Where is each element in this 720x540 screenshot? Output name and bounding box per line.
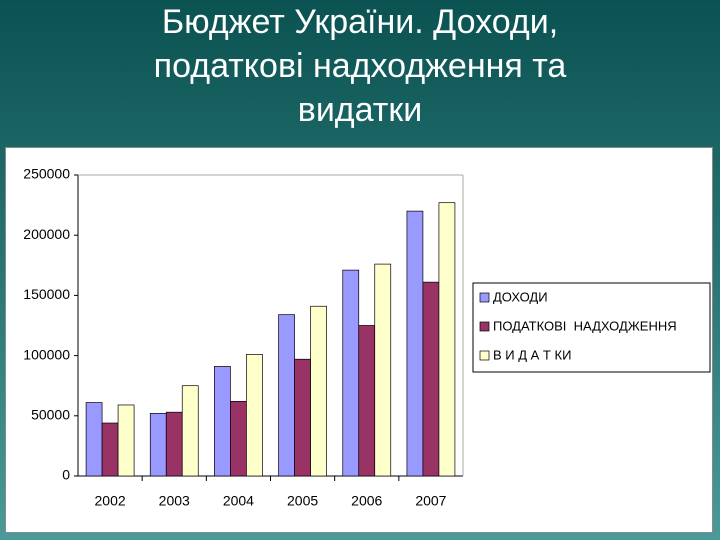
bar bbox=[406, 210, 424, 477]
bar bbox=[342, 269, 360, 477]
bar bbox=[310, 305, 327, 477]
legend-label: ПОДАТКОВІ НАДХОДЖЕННЯ bbox=[493, 318, 677, 333]
legend-swatch bbox=[479, 321, 490, 332]
y-tick-label: 50000 bbox=[31, 407, 70, 423]
bar bbox=[294, 358, 311, 477]
x-tick-label: 2005 bbox=[287, 493, 318, 509]
bar bbox=[438, 202, 456, 477]
legend-swatch bbox=[479, 292, 490, 303]
bar bbox=[422, 281, 440, 477]
x-tick-label: 2002 bbox=[95, 493, 126, 509]
y-tick-label: 0 bbox=[62, 467, 70, 483]
bar bbox=[165, 411, 183, 477]
bar bbox=[230, 401, 247, 477]
bar bbox=[278, 314, 295, 477]
chart: 0 50000 100000 150000 200000 250000 2002 2003 20… bbox=[5, 147, 713, 533]
legend-label: ДОХОДИ bbox=[493, 289, 548, 304]
y-tick-label: 250000 bbox=[23, 166, 70, 182]
bar bbox=[149, 413, 167, 477]
y-tick-label: 100000 bbox=[23, 346, 70, 362]
bar bbox=[117, 404, 135, 477]
x-tick-label: 2006 bbox=[351, 493, 382, 509]
bar bbox=[358, 325, 376, 477]
bar bbox=[101, 422, 119, 477]
bar bbox=[246, 354, 263, 477]
legend-box bbox=[472, 282, 711, 373]
legend-swatch bbox=[479, 350, 490, 361]
bar bbox=[85, 402, 103, 477]
bar bbox=[214, 366, 231, 477]
legend-label: В И Д А Т КИ bbox=[493, 347, 571, 362]
y-tick-label: 200000 bbox=[23, 226, 70, 242]
slide-title: Бюджет України. Доходи, податкові надход… bbox=[153, 3, 567, 129]
bar bbox=[181, 385, 199, 477]
bar bbox=[374, 263, 392, 477]
x-tick-label: 2004 bbox=[223, 493, 254, 509]
y-tick-label: 150000 bbox=[23, 286, 70, 302]
x-tick-label: 2003 bbox=[159, 493, 190, 509]
x-tick-label: 2007 bbox=[415, 493, 446, 509]
